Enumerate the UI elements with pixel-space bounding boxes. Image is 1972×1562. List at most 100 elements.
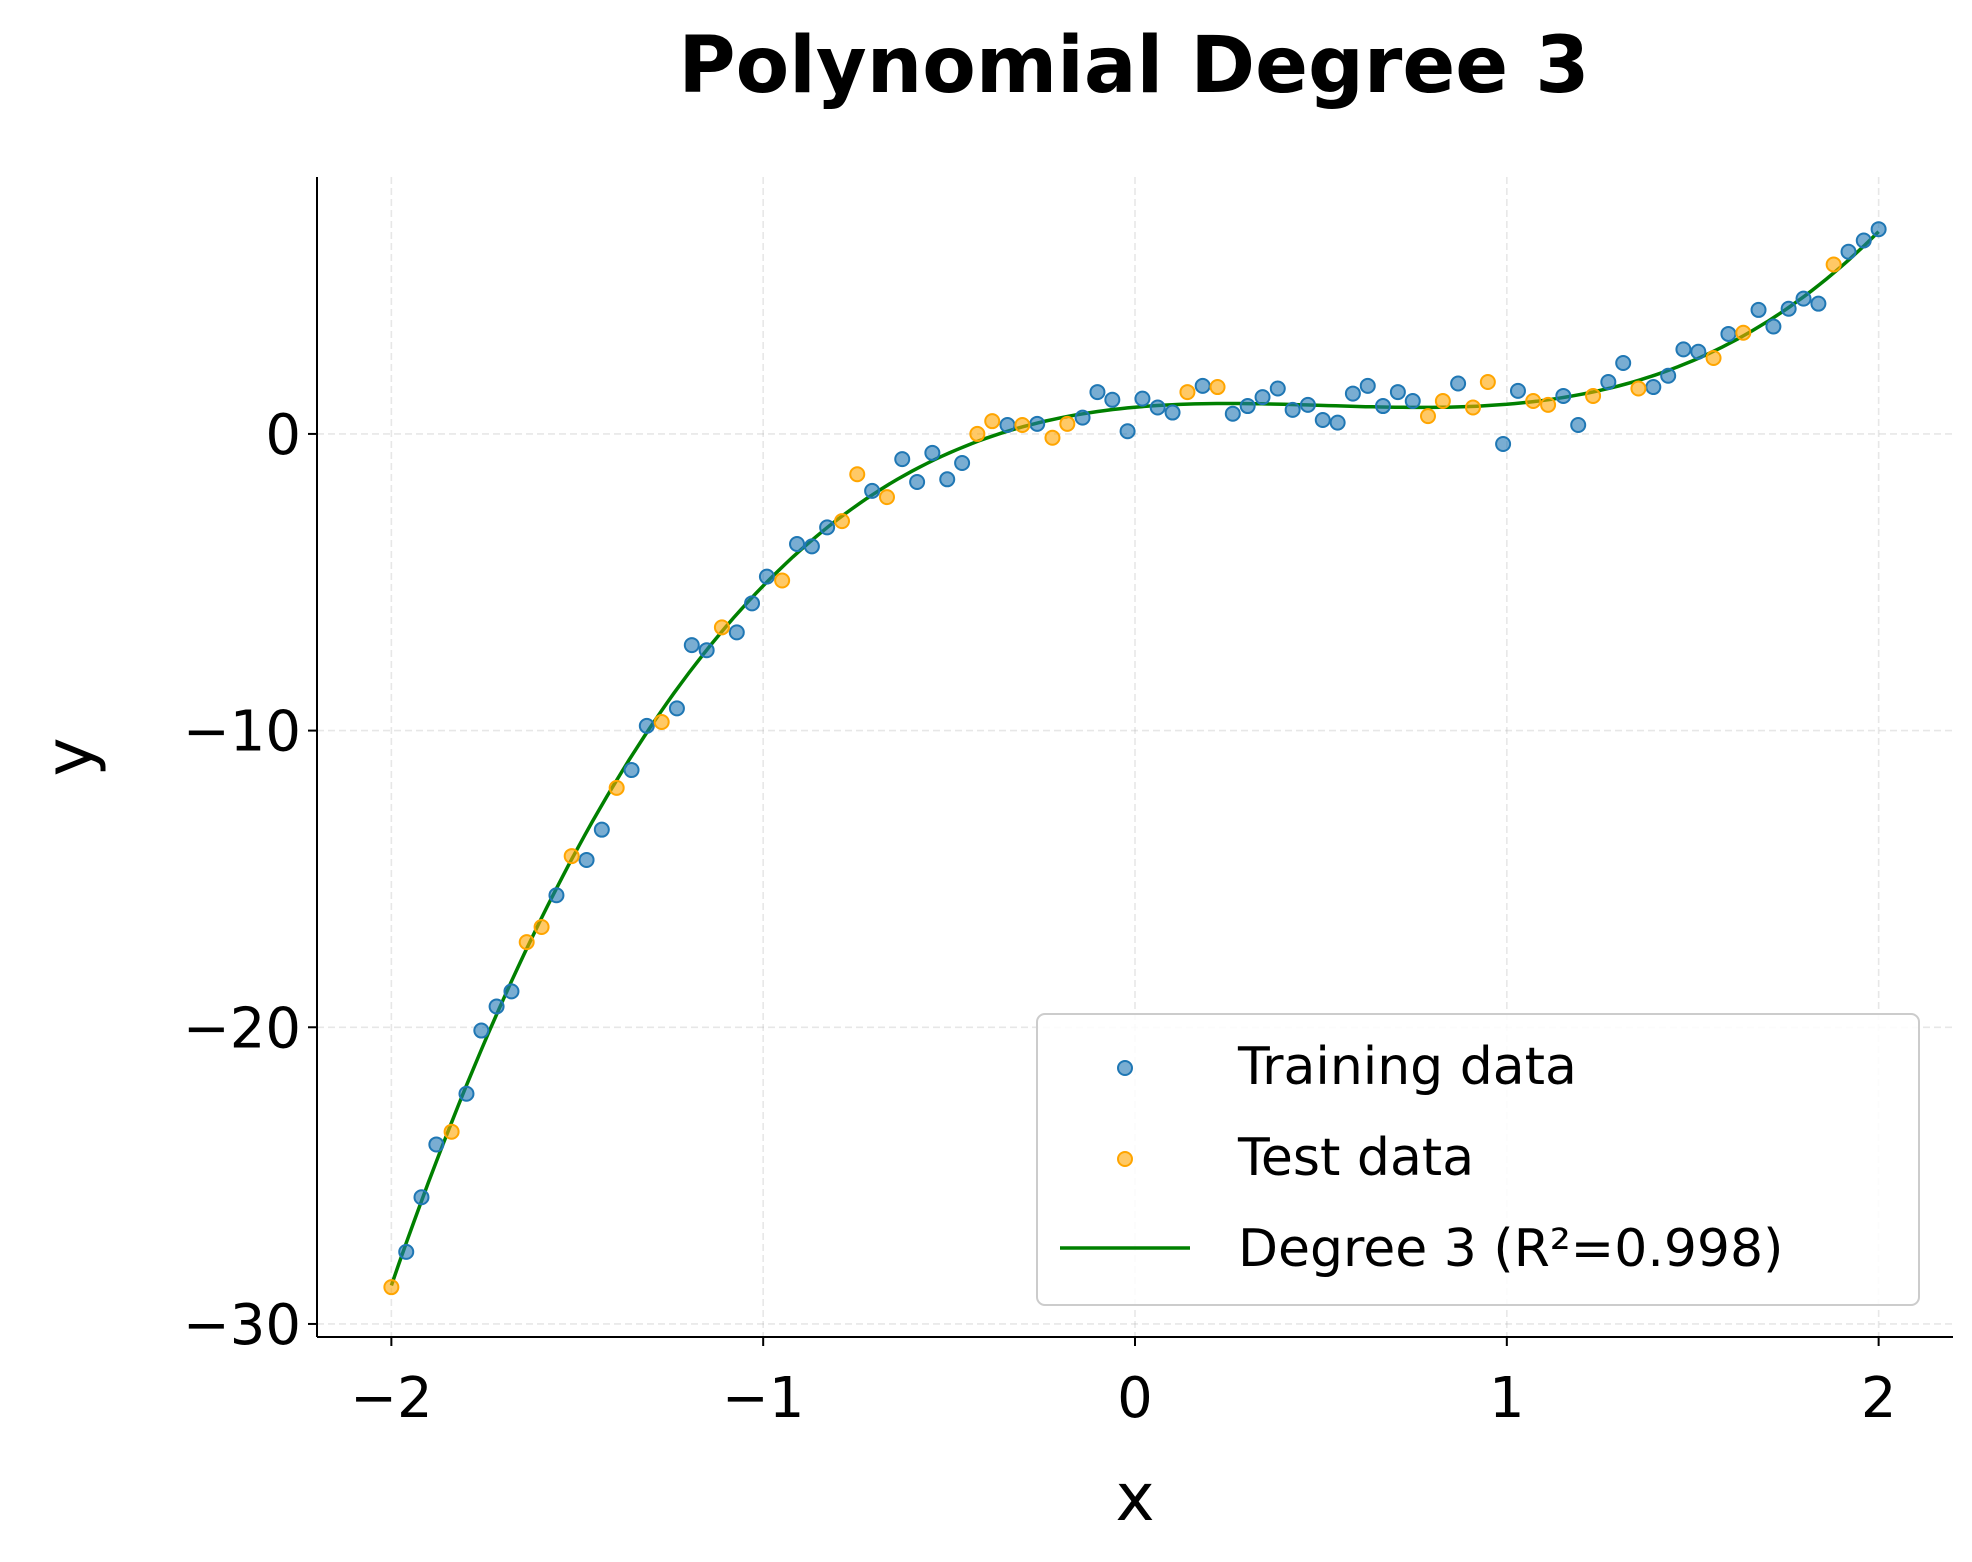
test-point — [443, 1123, 460, 1140]
training-point — [1555, 387, 1572, 404]
training-point — [789, 535, 806, 552]
training-point — [954, 454, 971, 471]
test-point — [1585, 387, 1602, 404]
test-point — [1044, 429, 1061, 446]
training-point — [1690, 343, 1707, 360]
legend-box — [1036, 1013, 1920, 1306]
training-point — [1795, 290, 1812, 307]
training-point — [1509, 382, 1526, 399]
test-point — [1630, 380, 1647, 397]
legend: Training data Test data Degree 3 (R²=0.9… — [1036, 1013, 1920, 1306]
training-point — [578, 851, 595, 868]
training-point — [1134, 390, 1151, 407]
training-point — [1389, 384, 1406, 401]
training-point — [1029, 415, 1046, 432]
training-point — [744, 595, 761, 612]
legend-test-marker — [1117, 1151, 1133, 1167]
test-point — [1059, 415, 1076, 432]
training-point — [1570, 417, 1587, 434]
training-point — [1660, 367, 1677, 384]
test-point — [878, 489, 895, 506]
test-point — [1209, 379, 1226, 396]
x-axis-label: x — [1115, 1459, 1154, 1536]
training-point — [1750, 301, 1767, 318]
training-point — [1720, 325, 1737, 342]
training-point — [1224, 405, 1241, 422]
training-point — [1810, 295, 1827, 312]
test-point — [608, 779, 625, 796]
training-point — [473, 1022, 490, 1039]
training-point — [1375, 398, 1392, 415]
training-point — [488, 998, 505, 1015]
training-point — [909, 473, 926, 490]
test-point — [713, 619, 730, 636]
test-point — [1825, 256, 1842, 273]
training-point — [819, 519, 836, 536]
training-point — [1450, 375, 1467, 392]
test-point — [834, 513, 851, 530]
training-point — [398, 1243, 415, 1260]
training-point — [1645, 379, 1662, 396]
training-point — [503, 983, 520, 1000]
training-point — [1164, 404, 1181, 421]
test-point — [984, 413, 1001, 430]
test-point — [653, 713, 670, 730]
test-point — [1179, 384, 1196, 401]
training-point — [458, 1085, 475, 1102]
test-point — [1525, 392, 1542, 409]
test-point — [1464, 399, 1481, 416]
test-point — [1735, 324, 1752, 341]
test-point — [518, 934, 535, 951]
y-tick-label: 0 — [265, 403, 301, 468]
test-point — [1014, 417, 1031, 434]
training-point — [1254, 389, 1271, 406]
training-point — [1870, 221, 1887, 238]
training-point — [1765, 318, 1782, 335]
training-point — [1089, 384, 1106, 401]
training-point — [698, 642, 715, 659]
training-point — [1359, 377, 1376, 394]
y-tick-label: −10 — [183, 700, 301, 765]
test-point — [563, 848, 580, 865]
points-group — [383, 221, 1887, 1296]
chart-title: Polynomial Degree 3 — [678, 21, 1589, 111]
training-point — [1404, 392, 1421, 409]
training-point — [1314, 411, 1331, 428]
test-point — [1479, 374, 1496, 391]
training-point — [668, 700, 685, 717]
training-point — [428, 1136, 445, 1153]
legend-test-label: Test data — [1237, 1128, 1474, 1188]
ticks: −2 −1 0 1 20−10−20−30 — [183, 403, 1897, 1431]
training-point — [548, 887, 565, 904]
training-point — [1194, 377, 1211, 394]
x-tick-label: 2 — [1861, 1366, 1897, 1431]
training-point — [803, 538, 820, 555]
training-point — [1615, 355, 1632, 372]
training-point — [1239, 398, 1256, 415]
training-point — [1675, 341, 1692, 358]
training-point — [939, 471, 956, 488]
test-point — [1540, 396, 1557, 413]
y-tick-label: −20 — [183, 996, 301, 1061]
training-point — [683, 637, 700, 654]
test-point — [774, 572, 791, 589]
training-point — [1119, 423, 1136, 440]
training-point — [999, 417, 1016, 434]
x-tick-label: 0 — [1117, 1366, 1153, 1431]
training-point — [1074, 409, 1091, 426]
training-point — [1269, 380, 1286, 397]
test-point — [849, 466, 866, 483]
training-point — [1329, 414, 1346, 431]
test-point — [533, 918, 550, 935]
test-point — [1434, 392, 1451, 409]
x-tick-label: −1 — [722, 1366, 805, 1431]
training-point — [1840, 243, 1857, 260]
test-point — [1419, 408, 1436, 425]
training-point — [894, 451, 911, 468]
legend-training-marker — [1117, 1060, 1133, 1076]
training-point — [1104, 391, 1121, 408]
fit-line-group — [389, 230, 1880, 1286]
training-point — [864, 482, 881, 499]
training-point — [593, 821, 610, 838]
